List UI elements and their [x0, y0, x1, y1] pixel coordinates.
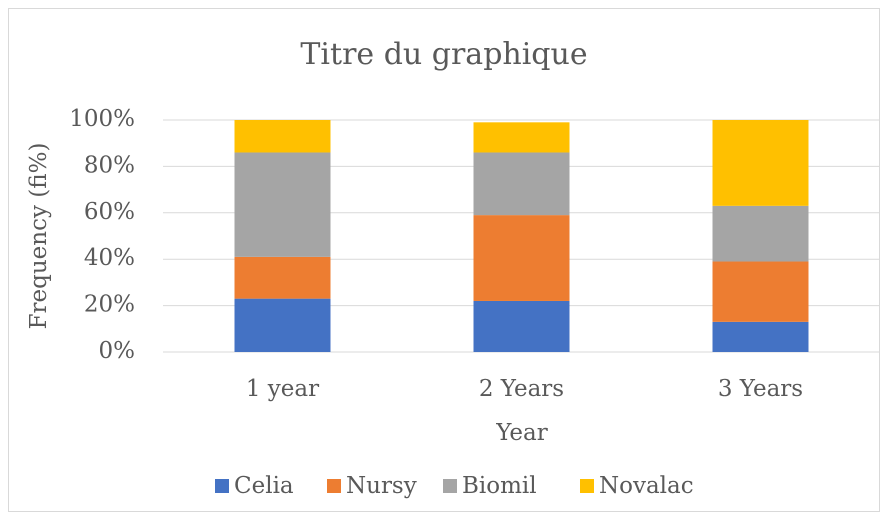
legend-label: Celia — [234, 473, 294, 499]
x-axis-title: Year — [495, 420, 548, 446]
legend-swatch — [327, 479, 341, 493]
y-tick-label: 0% — [99, 338, 136, 364]
y-tick-label: 60% — [84, 199, 135, 225]
bar-segment — [712, 205, 809, 262]
x-tick-label: 3 Years — [718, 376, 803, 402]
legend-label: Novalac — [599, 473, 694, 499]
bar-segment — [473, 215, 570, 301]
x-tick-label: 1 year — [246, 376, 319, 402]
y-tick-label: 100% — [69, 106, 135, 132]
legend-swatch — [580, 479, 594, 493]
bar-segment — [712, 321, 809, 352]
bar-segment — [473, 152, 570, 216]
y-tick-label: 20% — [84, 292, 135, 318]
bar-segment — [234, 120, 331, 153]
legend-swatch — [443, 479, 457, 493]
bar-segment — [234, 152, 331, 257]
y-tick-label: 40% — [84, 245, 135, 271]
bar-segment — [234, 256, 331, 299]
legend-label: Nursy — [346, 473, 417, 499]
legend-swatch — [215, 479, 229, 493]
legend-label: Biomil — [462, 473, 537, 499]
bar-segment — [473, 300, 570, 352]
bar-segment — [473, 122, 570, 153]
y-axis-title: Frequency (fi%) — [26, 143, 52, 330]
x-tick-label: 2 Years — [479, 376, 564, 402]
bar-segment — [712, 120, 809, 206]
bar-segment — [712, 261, 809, 322]
y-tick-label: 80% — [84, 152, 135, 178]
bar-segment — [234, 298, 331, 352]
chart-title: Titre du graphique — [300, 37, 587, 72]
